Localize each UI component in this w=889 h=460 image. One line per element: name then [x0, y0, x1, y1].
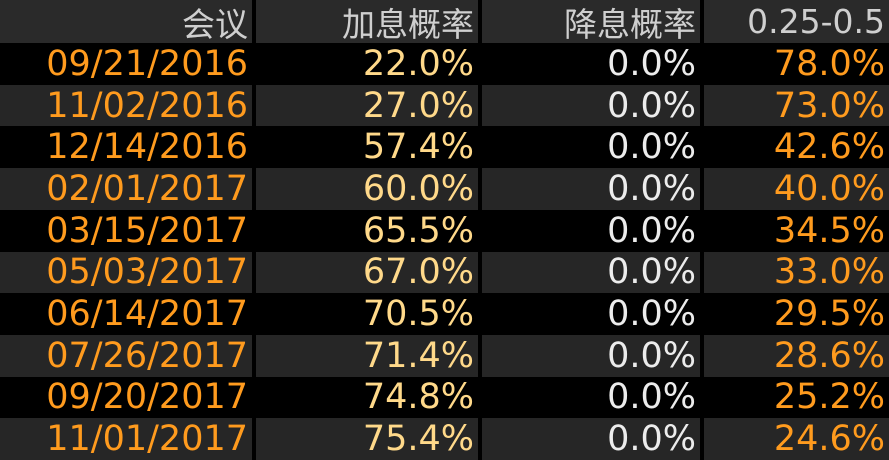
hike-probability: 75.4% — [256, 418, 478, 460]
hike-probability: 67.0% — [256, 251, 478, 294]
hike-probability: 57.4% — [256, 126, 478, 169]
table-row: 03/15/2017 65.5% 0.0% 34.5% — [0, 209, 889, 252]
meeting-date: 06/14/2017 — [0, 293, 252, 335]
hike-probability: 60.0% — [256, 168, 478, 210]
hike-probability: 71.4% — [256, 334, 478, 377]
cut-probability: 0.0% — [482, 334, 700, 377]
range-probability: 78.0% — [704, 43, 889, 85]
table-row: 11/02/2016 27.0% 0.0% 73.0% — [0, 84, 889, 127]
meeting-date: 09/21/2016 — [0, 43, 252, 85]
table-row: 09/20/2017 74.8% 0.0% 25.2% — [0, 376, 889, 419]
table-row: 11/01/2017 75.4% 0.0% 24.6% — [0, 418, 889, 460]
header-row: 会议 加息概率 降息概率 0.25-0.5 — [0, 0, 889, 44]
range-probability: 42.6% — [704, 126, 889, 169]
hike-probability: 70.5% — [256, 293, 478, 335]
table-row: 09/21/2016 22.0% 0.0% 78.0% — [0, 43, 889, 85]
cut-probability: 0.0% — [482, 251, 700, 294]
cut-probability: 0.0% — [482, 293, 700, 335]
cut-probability: 0.0% — [482, 418, 700, 460]
range-probability: 40.0% — [704, 168, 889, 210]
hike-probability: 27.0% — [256, 84, 478, 127]
meeting-date: 07/26/2017 — [0, 334, 252, 377]
cut-probability: 0.0% — [482, 126, 700, 169]
hike-probability: 22.0% — [256, 43, 478, 85]
table-row: 06/14/2017 70.5% 0.0% 29.5% — [0, 293, 889, 335]
meeting-date: 09/20/2017 — [0, 376, 252, 419]
meeting-date: 02/01/2017 — [0, 168, 252, 210]
range-probability: 29.5% — [704, 293, 889, 335]
cut-probability: 0.0% — [482, 168, 700, 210]
meeting-date: 11/02/2016 — [0, 84, 252, 127]
range-probability: 34.5% — [704, 209, 889, 252]
meeting-date: 03/15/2017 — [0, 209, 252, 252]
meeting-date: 12/14/2016 — [0, 126, 252, 169]
hike-probability: 74.8% — [256, 376, 478, 419]
range-probability: 28.6% — [704, 334, 889, 377]
hike-probability: 65.5% — [256, 209, 478, 252]
table-row: 02/01/2017 60.0% 0.0% 40.0% — [0, 168, 889, 210]
column-header: 加息概率 — [256, 0, 478, 44]
table-row: 07/26/2017 71.4% 0.0% 28.6% — [0, 334, 889, 377]
column-header: 降息概率 — [482, 0, 700, 44]
meeting-date: 05/03/2017 — [0, 251, 252, 294]
table-row: 12/14/2016 57.4% 0.0% 42.6% — [0, 126, 889, 169]
cut-probability: 0.0% — [482, 84, 700, 127]
cut-probability: 0.0% — [482, 376, 700, 419]
range-probability: 24.6% — [704, 418, 889, 460]
column-header: 会议 — [0, 0, 252, 44]
table-row: 05/03/2017 67.0% 0.0% 33.0% — [0, 251, 889, 294]
cut-probability: 0.0% — [482, 209, 700, 252]
range-probability: 33.0% — [704, 251, 889, 294]
range-probability: 73.0% — [704, 84, 889, 127]
cut-probability: 0.0% — [482, 43, 700, 85]
range-probability: 25.2% — [704, 376, 889, 419]
meeting-date: 11/01/2017 — [0, 418, 252, 460]
column-header: 0.25-0.5 — [704, 0, 889, 43]
